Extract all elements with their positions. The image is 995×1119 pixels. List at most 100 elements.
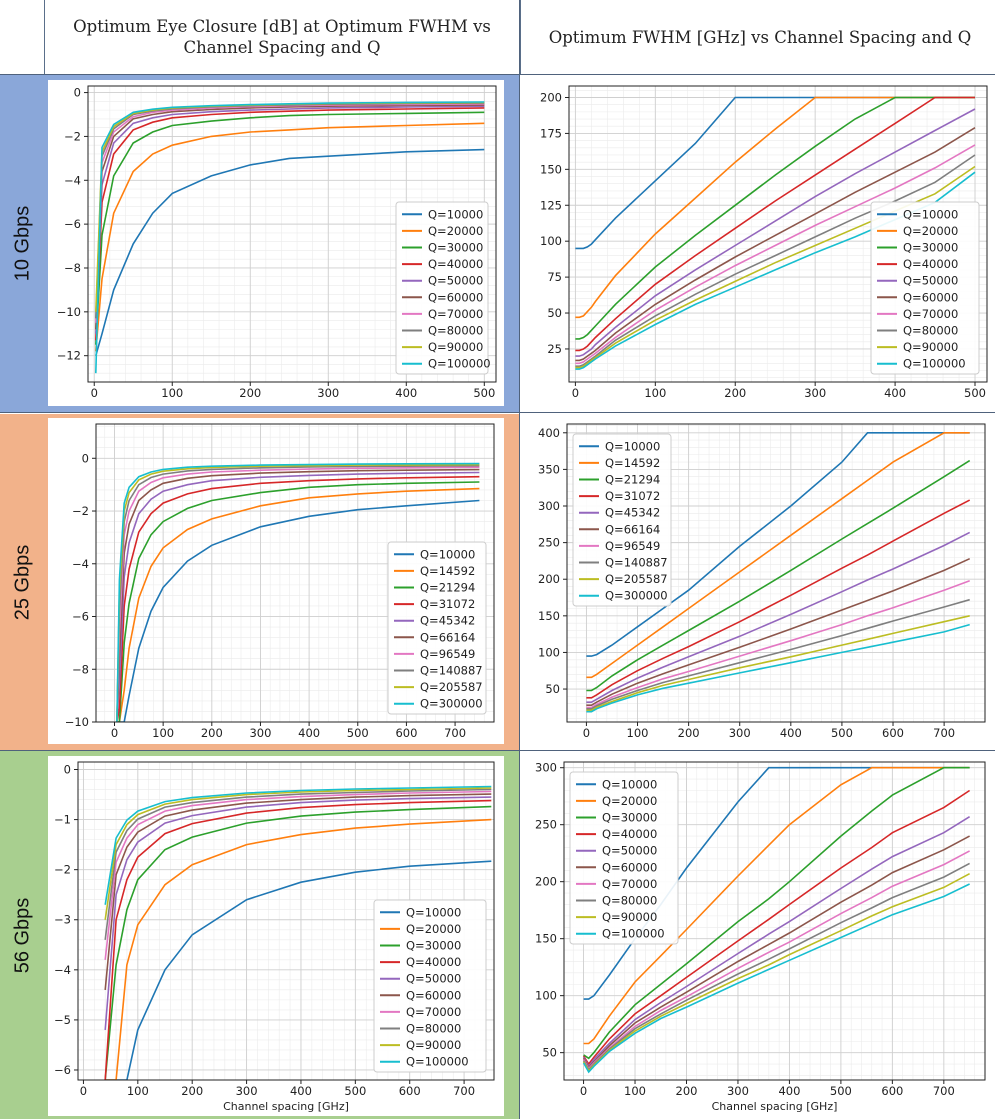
series-line: [95, 101, 485, 374]
legend-entry: Q=80000: [406, 1022, 461, 1036]
y-tick-label: 100: [535, 989, 557, 1003]
axes-frame: [95, 423, 495, 723]
y-tick-label: 100: [538, 645, 560, 659]
legend-entry: Q=50000: [406, 972, 461, 986]
left-column-header: Optimum Eye Closure [dB] at Optimum FWHM…: [44, 0, 520, 74]
legend: Q=10000 Q=20000 Q=30000 Q=40000 Q=50000 Q=600…: [870, 201, 980, 375]
y-tick-label: 250: [535, 818, 557, 832]
y-tick-label: −3: [54, 913, 71, 927]
legend-entry: Q=96549: [420, 647, 475, 661]
legend-entry: Q=70000: [406, 1005, 461, 1019]
y-tick-label: −6: [72, 610, 89, 624]
series-line: [582, 883, 970, 1074]
legend-entry: Q=40000: [406, 955, 461, 969]
series-line: [95, 105, 485, 334]
y-tick-label: −10: [65, 715, 89, 729]
y-tick-label: −8: [72, 662, 89, 676]
y-tick-label: −1: [54, 813, 71, 827]
series-line: [116, 464, 480, 722]
y-tick-label: −6: [64, 217, 81, 231]
series-line: [586, 598, 970, 710]
x-tick-label: 600: [399, 1084, 421, 1098]
series-line: [575, 108, 976, 357]
legend-entry: Q=50000: [903, 274, 958, 288]
y-tick-label: 150: [540, 162, 562, 176]
legend: Q=10000 Q=20000 Q=30000 Q=40000 Q=50000 Q=600…: [569, 771, 679, 945]
series-line: [116, 468, 480, 722]
y-tick-label: 400: [538, 426, 560, 440]
legend-entry: Q=50000: [602, 844, 657, 858]
y-tick-label: 200: [538, 572, 560, 586]
y-tick-label: 100: [540, 234, 562, 248]
legend-entry: Q=96549: [605, 539, 660, 553]
x-tick-label: 0: [91, 386, 98, 400]
y-tick-label: 50: [545, 682, 560, 696]
series-line: [104, 805, 492, 1080]
legend-entry: Q=10000: [406, 905, 461, 919]
eye-closure-chart-56g: 0 100 200 300 400 500 600 700 0 −1 −2 −3 −4 −5 −6 Chann…: [48, 756, 504, 1116]
x-tick-label: 400: [780, 726, 802, 740]
x-tick-label: 700: [933, 726, 955, 740]
row-label-25g-text: 25 Gbps: [11, 544, 34, 620]
eye-closure-chart-10g: 0 100 200 300 400 5000−2−4−6−8−10−12Q=10000Q=…: [48, 80, 504, 406]
legend-entry: Q=31072: [605, 489, 660, 503]
series-line: [116, 475, 480, 722]
y-tick-label: −2: [64, 129, 81, 143]
legend-entry: Q=14592: [420, 564, 475, 578]
legend-entry: Q=20000: [602, 794, 657, 808]
axes-frame: [87, 85, 497, 383]
x-tick-label: 300: [727, 1084, 749, 1098]
legend-entry: Q=90000: [903, 340, 958, 354]
x-tick-label: 600: [395, 726, 417, 740]
x-tick-label: 400: [395, 386, 417, 400]
series-line: [582, 862, 970, 1072]
legend-entry: Q=30000: [903, 241, 958, 255]
x-tick-label: 0: [80, 1084, 87, 1098]
x-tick-label: 300: [804, 386, 826, 400]
series-line: [104, 788, 492, 940]
x-tick-label: 100: [127, 1084, 149, 1098]
x-tick-label: 400: [884, 386, 906, 400]
legend-entry: Q=31072: [420, 597, 475, 611]
legend-entry: Q=60000: [602, 860, 657, 874]
x-tick-label: 500: [831, 726, 853, 740]
x-tick-label: 200: [239, 386, 261, 400]
y-tick-label: −4: [54, 963, 71, 977]
x-tick-label: 700: [444, 726, 466, 740]
row-label-56g-text: 56 Gbps: [11, 897, 34, 973]
series-line: [586, 557, 971, 707]
legend-entry: Q=300000: [420, 697, 483, 711]
legend-entry: Q=70000: [428, 307, 483, 321]
row-divider-2: [0, 750, 995, 751]
x-tick-label: 600: [882, 726, 904, 740]
x-tick-label: 700: [933, 1084, 955, 1098]
series-line: [582, 789, 971, 1066]
row-divider-1: [0, 412, 995, 413]
series-line: [105, 860, 492, 1080]
row-label-25g: 25 Gbps: [3, 414, 43, 750]
x-tick-label: 200: [678, 726, 700, 740]
legend-entry: Q=205587: [420, 680, 483, 694]
y-tick-label: 25: [547, 342, 562, 356]
row-label-10g: 10 Gbps: [3, 75, 43, 412]
y-tick-label: 300: [535, 761, 557, 775]
fwhm-chart-25g: 0 100 200 300 400 500 600 700 50 100 150 200 250 300 3…: [532, 418, 995, 744]
series-line: [95, 148, 485, 356]
y-tick-label: 75: [547, 270, 562, 284]
legend: Q=10000 Q=20000 Q=30000 Q=40000 Q=50000 Q=600…: [395, 201, 491, 375]
x-tick-label: 0: [580, 1084, 587, 1098]
y-tick-label: 200: [540, 90, 562, 104]
x-tick-label: 200: [181, 1084, 203, 1098]
legend: Q=10000 Q=20000 Q=30000 Q=40000 Q=50000 Q=600…: [373, 899, 487, 1073]
x-tick-label: 300: [249, 726, 271, 740]
series-line: [116, 481, 480, 722]
legend-entry: Q=40000: [903, 257, 958, 271]
row-label-10g-text: 10 Gbps: [11, 205, 34, 282]
series-line: [104, 799, 492, 1080]
series-line: [104, 785, 492, 905]
series-line: [116, 471, 480, 722]
legend-box: [373, 899, 487, 1073]
y-tick-label: −6: [54, 1063, 71, 1077]
series-line: [95, 111, 485, 345]
